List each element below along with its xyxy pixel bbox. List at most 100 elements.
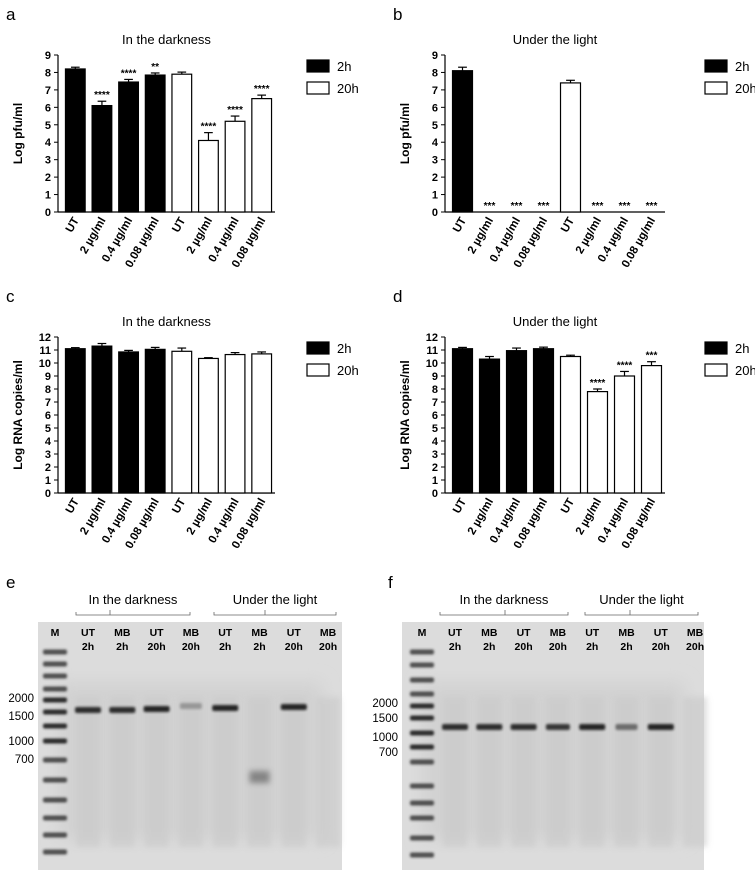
ladder-band [43, 757, 67, 763]
y-tick-label: 12 [426, 332, 438, 344]
y-tick-label: 0 [45, 207, 51, 219]
ladder-band [410, 744, 434, 750]
lane-label-treatment: UT [150, 627, 165, 639]
ladder-band [410, 852, 434, 858]
ladder-band [410, 815, 434, 821]
y-tick-label: 8 [432, 384, 438, 396]
ladder-band [410, 783, 434, 789]
dna-band [579, 724, 606, 730]
bar-2h-4 [532, 348, 555, 494]
lane-smear [316, 697, 341, 847]
y-tick-label: 5 [432, 120, 438, 132]
group-label: In the darkness [460, 592, 549, 607]
y-tick-label: 11 [426, 345, 438, 357]
y-tick-label: 0 [45, 488, 51, 500]
lane-label-treatment: MB [183, 627, 200, 639]
dna-band [179, 703, 202, 709]
x-tick-label: 2 µg/ml [574, 216, 604, 257]
x-tick-label: 2 µg/ml [466, 216, 496, 257]
significance-label: ** [151, 62, 159, 73]
legend-swatch-2h [306, 341, 330, 355]
dna-band [75, 707, 101, 713]
lane-label-time: 20h [686, 641, 704, 653]
bar-2h-1 [451, 70, 474, 213]
y-tick-label: 1 [432, 475, 438, 487]
ladder-band [43, 738, 67, 744]
x-tick-label: 2 µg/ml [466, 497, 496, 538]
group-bracket [439, 610, 569, 616]
legend-label: 20h [337, 363, 359, 378]
legend-label: 2h [337, 341, 351, 356]
ladder-band [410, 759, 434, 765]
y-tick-label: 0 [432, 207, 438, 219]
bar-2h-1 [64, 68, 86, 213]
group-label: Under the light [233, 592, 318, 607]
lane-label-time: 20h [652, 641, 670, 653]
y-tick-label: 2 [45, 462, 51, 474]
size-marker-label: 1500 [372, 713, 398, 725]
significance-label: *** [619, 201, 631, 212]
y-tick-label: 0 [432, 488, 438, 500]
lane-label-time: 2h [219, 641, 231, 653]
lane-label-treatment: UT [287, 627, 302, 639]
lane-label-time: 2h [620, 641, 632, 653]
bar-2h-4 [144, 348, 166, 494]
y-tick-label: 4 [432, 137, 439, 149]
y-tick-label: 5 [45, 120, 51, 132]
degraded-dna-smear [249, 771, 270, 783]
lane-label-time: 2h [116, 641, 128, 653]
size-marker-label: 700 [15, 754, 34, 766]
legend-label: 2h [735, 59, 749, 74]
dna-band [545, 724, 570, 730]
y-tick-label: 9 [432, 50, 438, 62]
ladder-band [410, 649, 434, 655]
bar-2h-2 [91, 104, 113, 213]
panel-letter: f [388, 573, 393, 592]
significance-label: *** [538, 201, 550, 212]
panel-letter: d [393, 287, 402, 306]
y-axis-label: Log pfu/ml [398, 103, 412, 164]
ladder-band [410, 691, 434, 697]
legend-swatch-2h [704, 59, 728, 73]
bar-2h-3 [505, 350, 528, 494]
lane-smear [443, 697, 467, 847]
bar-20h-5 [171, 73, 193, 213]
bar-20h-5 [559, 82, 582, 213]
lane-label-time: 20h [148, 641, 166, 653]
panel-letter: e [6, 573, 15, 592]
bar-2h-1 [64, 348, 86, 494]
y-tick-label: 9 [45, 50, 51, 62]
lane-label-treatment: MB [618, 627, 635, 639]
lane-smear [580, 697, 605, 847]
y-tick-label: 1 [432, 190, 438, 202]
dna-band [212, 705, 239, 711]
legend-label: 20h [735, 81, 755, 96]
y-tick-label: 2 [45, 172, 51, 184]
lane-label-treatment: UT [585, 627, 600, 639]
y-tick-label: 4 [45, 137, 52, 149]
bar-2h-3 [118, 351, 140, 494]
lane-label-time: 2h [586, 641, 598, 653]
dna-band [442, 724, 468, 730]
y-tick-label: 4 [432, 436, 439, 448]
x-tick-label: UT [559, 216, 577, 235]
dna-band [280, 704, 307, 710]
y-tick-label: 12 [39, 332, 51, 344]
bar-20h-5 [171, 350, 193, 494]
y-tick-label: 6 [45, 410, 51, 422]
y-tick-label: 7 [432, 85, 438, 97]
significance-label: **** [254, 84, 270, 95]
lane-label-treatment: MB [481, 627, 498, 639]
lane-label-time: 2h [82, 641, 94, 653]
significance-label: **** [94, 90, 110, 101]
bar-20h-7 [224, 353, 246, 494]
lane-smear [545, 697, 570, 847]
group-label: Under the light [599, 592, 684, 607]
group-bracket [584, 610, 699, 616]
y-tick-label: 2 [432, 172, 438, 184]
bar-20h-6 [586, 391, 609, 494]
size-marker-label: 1000 [8, 736, 34, 748]
